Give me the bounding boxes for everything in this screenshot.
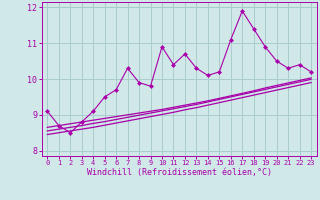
X-axis label: Windchill (Refroidissement éolien,°C): Windchill (Refroidissement éolien,°C) <box>87 168 272 177</box>
